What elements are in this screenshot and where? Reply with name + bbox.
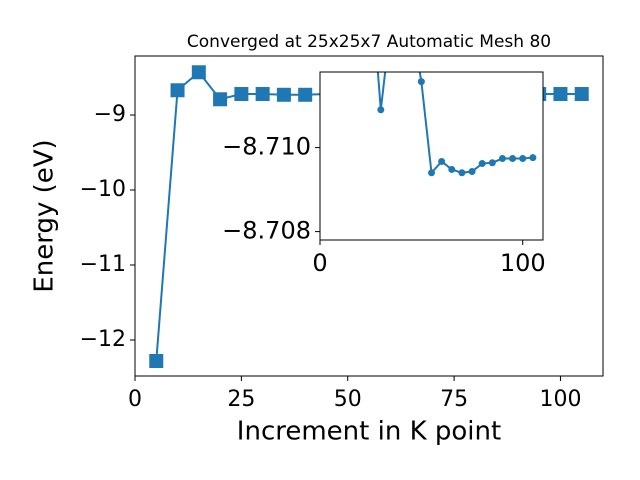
marker: [448, 165, 456, 173]
y-tick-label: −9: [94, 102, 126, 127]
x-tick-label: 0: [312, 249, 327, 277]
x-axis-label: Increment in K point: [237, 417, 501, 447]
marker: [408, 18, 415, 25]
axes-frame: [319, 71, 544, 241]
marker: [417, 78, 425, 86]
marker: [377, 106, 385, 114]
x-tick-label: 25: [227, 387, 255, 412]
x-tick-label: 50: [334, 387, 362, 412]
chart-title: Converged at 25x25x7 Automatic Mesh 80: [187, 32, 551, 52]
marker: [458, 169, 466, 177]
marker: [553, 87, 568, 102]
y-tick-label: −8.708: [222, 217, 311, 245]
y-tick-label: −11: [80, 252, 126, 277]
plot-area: [376, 18, 537, 177]
x-tick-label: 100: [539, 387, 581, 412]
marker: [298, 87, 313, 102]
y-tick-label: −12: [80, 327, 126, 352]
marker: [255, 87, 270, 102]
marker: [149, 354, 164, 369]
axes: 0 100 −8.708 −8.710: [222, 18, 546, 277]
marker: [574, 87, 589, 102]
marker: [387, 18, 394, 25]
marker: [529, 154, 537, 162]
marker: [468, 168, 476, 176]
axes-frame: [134, 55, 604, 377]
x-tick-label: 75: [440, 387, 468, 412]
marker: [170, 83, 185, 98]
marker: [438, 157, 446, 165]
marker: [488, 159, 496, 167]
marker: [234, 87, 249, 102]
x-tick-label: 0: [128, 387, 142, 412]
marker: [428, 169, 435, 177]
y-tick-label: −10: [80, 177, 126, 202]
y-axis-label: Energy (eV): [30, 139, 60, 292]
marker: [191, 65, 206, 80]
x-tick-label: 100: [500, 249, 546, 277]
marker: [498, 155, 506, 163]
y-tick-label: −8.710: [222, 133, 311, 161]
marker: [213, 92, 228, 107]
marker: [398, 18, 405, 25]
marker: [478, 160, 486, 168]
marker: [509, 155, 517, 163]
marker: [276, 87, 291, 102]
marker: [519, 155, 527, 163]
axes-background: [320, 72, 543, 240]
